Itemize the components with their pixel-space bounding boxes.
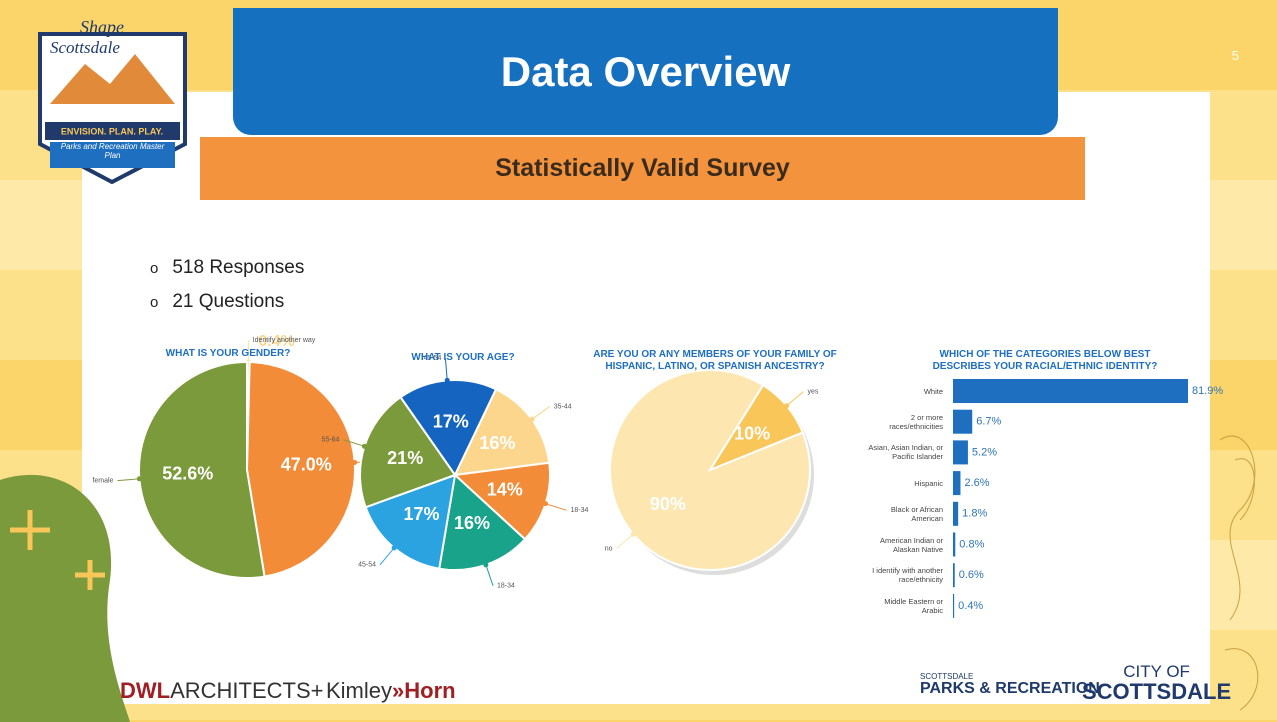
value-label: 14% — [487, 480, 523, 500]
bar — [953, 563, 955, 587]
bar — [953, 594, 954, 618]
category-label: Identify another way — [253, 337, 316, 344]
value-label: 0.4% — [958, 600, 983, 612]
leader-dot — [784, 403, 789, 408]
value-label: 2.6% — [964, 477, 989, 489]
category-label: 18-34 — [571, 507, 589, 514]
value-label: 10% — [734, 423, 770, 443]
slide: Data Overview Statistically Valid Survey… — [0, 0, 1277, 722]
value-label: 0.8% — [959, 538, 984, 550]
value-label: 5.2% — [972, 446, 997, 458]
category-label: no — [605, 545, 613, 552]
leader — [617, 534, 634, 548]
leader-dot — [543, 501, 548, 506]
leader-dot — [362, 444, 367, 449]
value-label: 16% — [479, 433, 515, 453]
chart-title: WHAT IS YOUR AGE? — [393, 352, 533, 364]
bar — [953, 379, 1188, 403]
bar — [953, 410, 972, 434]
category-label: 55-64 — [322, 437, 340, 444]
category-label: White — [865, 377, 943, 405]
category-label: female — [92, 477, 113, 484]
leader — [486, 565, 493, 586]
category-label: 45-54 — [358, 562, 376, 569]
value-label: 1.8% — [962, 508, 987, 520]
leader-dot — [631, 532, 636, 537]
category-label: 35-44 — [554, 403, 572, 410]
leader-dot — [392, 545, 397, 550]
category-label: American Indian or Alaskan Native — [865, 531, 943, 559]
leader — [380, 548, 394, 565]
leader-dot — [529, 417, 534, 422]
category-label: 18-34 — [497, 582, 515, 589]
value-label: 6.7% — [976, 416, 1001, 428]
category-label: Hispanic — [865, 469, 943, 497]
leader-dot — [483, 562, 488, 567]
bar — [953, 440, 968, 464]
leader — [546, 504, 567, 511]
leader-dot — [445, 378, 450, 383]
value-label: 16% — [454, 513, 490, 533]
value-label: 47.0% — [281, 455, 332, 475]
category-label: Black or African American — [865, 500, 943, 528]
leader-dot — [352, 460, 357, 465]
category-label: Middle Eastern or Arabic — [865, 592, 943, 620]
bar — [953, 471, 960, 495]
leader — [117, 479, 139, 481]
chart-title: WHICH OF THE CATEGORIES BELOW BEST DESCR… — [920, 349, 1170, 373]
category-label: 2 or more races/ethnicities — [865, 408, 943, 436]
bar — [953, 502, 958, 526]
value-label: 81.9% — [1192, 385, 1223, 397]
chart-title: WHAT IS YOUR GENDER? — [148, 348, 308, 360]
category-label: I identify with another race/ethnicity — [865, 561, 943, 589]
leader-dot — [137, 476, 142, 481]
value-label: 17% — [433, 412, 469, 432]
category-label: Asian, Asian Indian, or Pacific Islander — [865, 438, 943, 466]
value-label: 21% — [387, 448, 423, 468]
value-label: 90% — [650, 494, 686, 514]
bar — [953, 533, 955, 557]
leader — [532, 406, 550, 419]
value-label: 17% — [404, 504, 440, 524]
value-label: 52.6% — [162, 464, 213, 484]
leader — [787, 392, 804, 406]
category-label: yes — [807, 388, 818, 395]
value-label: 0.6% — [959, 569, 984, 581]
chart-title: ARE YOU OR ANY MEMBERS OF YOUR FAMILY OF… — [585, 349, 845, 373]
